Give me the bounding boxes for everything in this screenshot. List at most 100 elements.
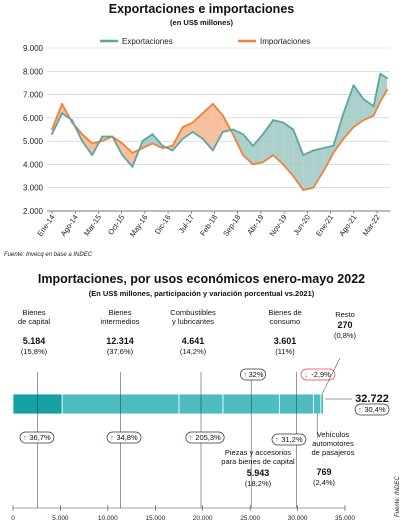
change-badge-5-arrow: ↓ bbox=[304, 370, 308, 379]
segment-label-5: de pasajeros bbox=[312, 448, 355, 457]
imports-point bbox=[201, 112, 204, 115]
imports-point bbox=[51, 128, 53, 131]
segment-label-5: Vehículos bbox=[317, 430, 350, 439]
total-label: 32.722 bbox=[355, 393, 389, 405]
exports-point bbox=[232, 128, 234, 131]
imports-point bbox=[352, 126, 355, 129]
gap-fill bbox=[263, 120, 274, 163]
exports-point bbox=[372, 105, 375, 108]
imports-point bbox=[121, 142, 124, 145]
exports-point bbox=[91, 154, 94, 157]
exports-point bbox=[161, 144, 164, 147]
segment-value-4: 3.601 bbox=[274, 336, 297, 346]
gap-fill bbox=[343, 85, 354, 139]
imports-point bbox=[101, 140, 104, 143]
segment-label-6: Resto bbox=[335, 310, 355, 319]
imports-point bbox=[386, 89, 388, 91]
gap-fill bbox=[273, 120, 284, 165]
gap-fill bbox=[62, 103, 73, 123]
x-tick-label: Ago-21 bbox=[337, 213, 358, 238]
trade-chart-title: Exportaciones e importaciones bbox=[108, 2, 295, 16]
gap-fill bbox=[202, 103, 213, 151]
segment-label-2: y lubricantes bbox=[172, 317, 214, 326]
x-tick-label: Sep-18 bbox=[221, 213, 242, 238]
imports-point bbox=[151, 142, 154, 145]
imports-point bbox=[252, 163, 254, 166]
segment-label-4: Bienes de bbox=[268, 308, 301, 317]
x-tick-label: Jun-20 bbox=[291, 213, 312, 237]
change-badge-4-box bbox=[271, 433, 307, 446]
change-badge-3-box bbox=[240, 368, 266, 381]
exports-point bbox=[51, 133, 53, 136]
exports-point bbox=[191, 130, 194, 133]
exports-point bbox=[252, 144, 254, 147]
segment-value-1: 12.314 bbox=[106, 336, 134, 346]
segment-label-1: intermedios bbox=[101, 317, 140, 326]
y-tick-label: 9.000 bbox=[23, 44, 44, 53]
legend-exports-label: Exportaciones bbox=[122, 37, 173, 46]
change-badge-2-arrow: ↑ bbox=[189, 433, 193, 442]
trade-chart-panel: Exportaciones e importaciones (en US$ mi… bbox=[4, 2, 390, 258]
imports-point bbox=[221, 114, 224, 117]
bar-segment bbox=[313, 393, 322, 415]
x-tick-label: 0 bbox=[11, 515, 15, 522]
gap-fill bbox=[82, 134, 93, 156]
segment-value-0: 5.184 bbox=[23, 336, 46, 346]
x-tick-label: Abr-19 bbox=[245, 213, 265, 237]
segment-share-4: (11%) bbox=[275, 347, 295, 356]
segment-share-1: (37,6%) bbox=[107, 347, 134, 356]
exports-point bbox=[282, 121, 285, 124]
segment-label-3: para bienes de capital bbox=[221, 457, 295, 466]
exports-point bbox=[71, 119, 74, 122]
x-tick-label: 5.000 bbox=[52, 515, 69, 522]
gap-fill bbox=[253, 134, 264, 165]
imports-point bbox=[272, 154, 275, 157]
gap-fill bbox=[303, 150, 314, 191]
change-badge-4-arrow: ↑ bbox=[275, 435, 279, 444]
segment-value-6: 270 bbox=[337, 320, 352, 330]
x-tick-label: 35.000 bbox=[335, 515, 355, 522]
change-badge-3: 32% bbox=[248, 370, 263, 379]
segment-share-5: (2,4%) bbox=[313, 478, 336, 487]
segment-value-5: 769 bbox=[316, 467, 331, 477]
leader-line bbox=[321, 357, 341, 395]
imports-point bbox=[211, 102, 214, 105]
gap-fill bbox=[363, 99, 374, 121]
imports-chart-panel: Importaciones, por usos económicos enero… bbox=[0, 262, 403, 524]
segment-value-2: 4.641 bbox=[182, 336, 205, 346]
x-tick-label: 25.000 bbox=[240, 515, 260, 522]
x-tick-label: Ene-21 bbox=[314, 213, 335, 238]
imports-point bbox=[141, 147, 144, 150]
imports-point bbox=[292, 175, 295, 177]
segment-share-3: (18,2%) bbox=[245, 479, 272, 488]
imports-chart-title: Importaciones, por usos económicos enero… bbox=[37, 272, 366, 286]
segment-value-3: 5.943 bbox=[247, 468, 270, 478]
segment-share-6: (0,8%) bbox=[334, 331, 357, 340]
segment-label-3: Piezas y accesorios bbox=[225, 448, 292, 457]
change-badge-0-arrow: ↑ bbox=[23, 433, 27, 442]
imports-point bbox=[312, 186, 315, 189]
x-tick-label: 20.000 bbox=[193, 515, 213, 522]
gap-fill bbox=[293, 129, 304, 191]
imports-point bbox=[242, 154, 244, 157]
change-badge-5-box bbox=[300, 368, 336, 381]
segment-share-0: (15,8%) bbox=[21, 347, 48, 356]
imports-point bbox=[131, 151, 134, 154]
imports-point bbox=[262, 161, 264, 164]
change-badge-2: 205,3% bbox=[195, 433, 221, 442]
exports-point bbox=[141, 140, 144, 143]
imports-point bbox=[81, 133, 84, 136]
exports-point bbox=[362, 98, 365, 101]
x-tick-label: Dic-16 bbox=[153, 213, 173, 236]
imports-point bbox=[372, 114, 375, 117]
segment-share-2: (14,2%) bbox=[180, 347, 207, 356]
exports-point bbox=[352, 84, 355, 87]
change-badge-1-box bbox=[106, 431, 142, 444]
exports-point bbox=[302, 154, 305, 157]
y-tick-label: 6.000 bbox=[23, 114, 44, 123]
y-tick-label: 4.000 bbox=[23, 160, 44, 169]
x-tick-label: Ago-14 bbox=[59, 213, 80, 238]
exports-point bbox=[131, 165, 134, 168]
exports-point bbox=[81, 140, 84, 143]
y-tick-label: 8.000 bbox=[23, 67, 44, 76]
